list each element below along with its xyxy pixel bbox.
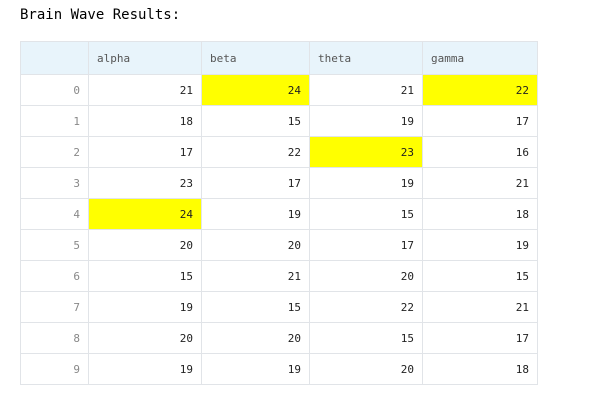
table-row: 8 20 20 15 17 xyxy=(20,322,538,354)
cell-beta: 20 xyxy=(201,322,310,354)
cell-gamma: 18 xyxy=(422,353,538,385)
cell-alpha: 20 xyxy=(88,322,202,354)
cell-alpha: 18 xyxy=(88,105,202,137)
cell-gamma: 21 xyxy=(422,167,538,199)
table-row: 5 20 20 17 19 xyxy=(20,229,538,261)
table-row: 2 17 22 23 16 xyxy=(20,136,538,168)
column-header-alpha: alpha xyxy=(88,41,202,75)
cell-beta: 15 xyxy=(201,105,310,137)
cell-alpha: 19 xyxy=(88,353,202,385)
row-index: 0 xyxy=(20,74,89,106)
row-index: 3 xyxy=(20,167,89,199)
column-header-beta: beta xyxy=(201,41,310,75)
output-title: Brain Wave Results: xyxy=(20,7,181,23)
table-header: alpha beta theta gamma xyxy=(20,41,538,75)
row-index: 9 xyxy=(20,353,89,385)
row-index: 2 xyxy=(20,136,89,168)
cell-theta: 17 xyxy=(309,229,423,261)
row-index: 1 xyxy=(20,105,89,137)
column-header-gamma: gamma xyxy=(422,41,538,75)
row-index: 8 xyxy=(20,322,89,354)
cell-beta: 21 xyxy=(201,260,310,292)
cell-theta: 15 xyxy=(309,198,423,230)
cell-theta: 20 xyxy=(309,353,423,385)
table-row: 9 19 19 20 18 xyxy=(20,353,538,385)
table-row: 4 24 19 15 18 xyxy=(20,198,538,230)
row-index: 5 xyxy=(20,229,89,261)
column-header-theta: theta xyxy=(309,41,423,75)
table-row: 3 23 17 19 21 xyxy=(20,167,538,199)
cell-gamma: 19 xyxy=(422,229,538,261)
cell-gamma: 15 xyxy=(422,260,538,292)
cell-alpha: 19 xyxy=(88,291,202,323)
index-header xyxy=(20,41,89,75)
cell-theta: 21 xyxy=(309,74,423,106)
cell-beta: 22 xyxy=(201,136,310,168)
row-index: 6 xyxy=(20,260,89,292)
cell-theta: 15 xyxy=(309,322,423,354)
table-row: 0 21 24 21 22 xyxy=(20,74,538,106)
table-body: 0 21 24 21 22 1 18 15 19 17 2 17 22 23 16 3 23 17 19 21 4 24 1… xyxy=(20,74,538,385)
cell-theta: 20 xyxy=(309,260,423,292)
cell-gamma: 18 xyxy=(422,198,538,230)
cell-gamma: 17 xyxy=(422,322,538,354)
cell-alpha: 20 xyxy=(88,229,202,261)
table-row: 1 18 15 19 17 xyxy=(20,105,538,137)
cell-theta: 22 xyxy=(309,291,423,323)
cell-gamma: 22 xyxy=(422,74,538,106)
cell-gamma: 16 xyxy=(422,136,538,168)
cell-beta: 20 xyxy=(201,229,310,261)
cell-beta: 24 xyxy=(201,74,310,106)
cell-theta: 19 xyxy=(309,167,423,199)
results-table: alpha beta theta gamma 0 21 24 21 22 1 18 15 19 1… xyxy=(20,41,538,385)
cell-beta: 17 xyxy=(201,167,310,199)
cell-alpha: 24 xyxy=(88,198,202,230)
cell-alpha: 15 xyxy=(88,260,202,292)
cell-alpha: 21 xyxy=(88,74,202,106)
cell-gamma: 17 xyxy=(422,105,538,137)
cell-theta: 19 xyxy=(309,105,423,137)
row-index: 7 xyxy=(20,291,89,323)
row-index: 4 xyxy=(20,198,89,230)
cell-gamma: 21 xyxy=(422,291,538,323)
header-row: alpha beta theta gamma xyxy=(20,41,538,75)
cell-beta: 19 xyxy=(201,198,310,230)
cell-alpha: 23 xyxy=(88,167,202,199)
table-row: 6 15 21 20 15 xyxy=(20,260,538,292)
cell-beta: 15 xyxy=(201,291,310,323)
cell-beta: 19 xyxy=(201,353,310,385)
table-row: 7 19 15 22 21 xyxy=(20,291,538,323)
cell-alpha: 17 xyxy=(88,136,202,168)
cell-theta: 23 xyxy=(309,136,423,168)
